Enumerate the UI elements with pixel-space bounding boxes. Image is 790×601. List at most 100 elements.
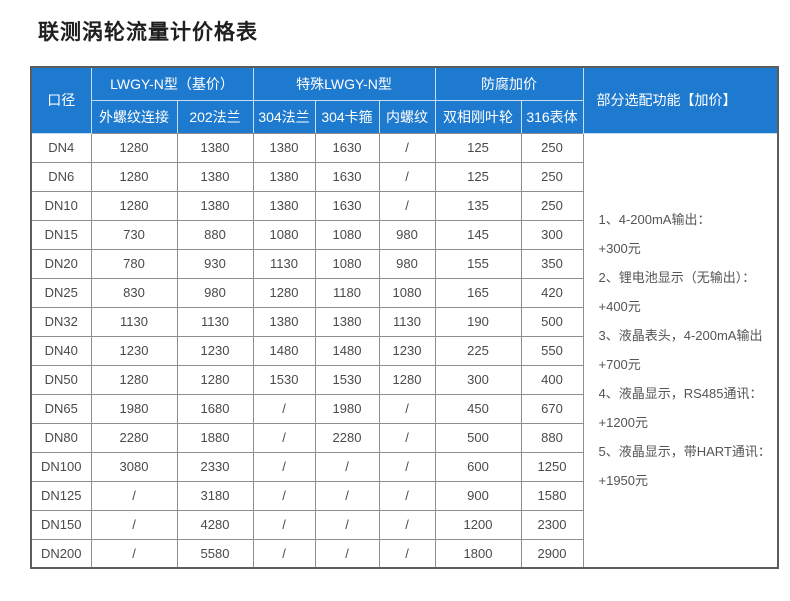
table-row: DN20 780 930 1130 1080 980 155 350 (30, 248, 778, 279)
price-cell: 670 (520, 393, 584, 424)
price-cell: / (90, 480, 178, 511)
table-row: DN65 1980 1680/1980/450 670 (30, 393, 778, 424)
price-cell: 500 (520, 306, 584, 337)
price-cell: 1480 (314, 335, 380, 366)
header-sub-304-flange: 304法兰 (252, 99, 316, 134)
header-sub-202-flange: 202法兰 (176, 99, 254, 134)
price-cell: / (378, 190, 436, 221)
diameter-cell: DN80 (30, 422, 92, 453)
price-table: 口径 LWGY-N型（基价） 特殊LWGY-N型 防腐加价 部分选配功能【加价】… (30, 66, 779, 569)
price-cell: / (314, 480, 380, 511)
price-cell: 1380 (176, 190, 254, 221)
table-row: DN80 2280 1880/2280/500 880 (30, 422, 778, 453)
price-cell: / (378, 538, 436, 569)
price-cell: 1130 (176, 306, 254, 337)
price-cell: 450 (434, 393, 522, 424)
price-cell: / (314, 451, 380, 482)
price-cell: 900 (434, 480, 522, 511)
price-cell: 1480 (252, 335, 316, 366)
price-cell: 1380 (176, 132, 254, 163)
table-row: DN100 3080 2330///600 1250 (30, 451, 778, 482)
header-sub-316-body: 316表体 (520, 99, 584, 134)
options-notes-cell: 1、4-200mA输出： +300元 2、锂电池显示（无输出）： +400元 3、液晶表… (582, 132, 779, 569)
diameter-cell: DN50 (30, 364, 92, 395)
price-cell: 1250 (520, 451, 584, 482)
price-cell: 1980 (90, 393, 178, 424)
table-row: DN32 1130 1130 1380 1380 1130 190 500 (30, 306, 778, 337)
price-cell: 190 (434, 306, 522, 337)
table-row: DN200/5580///1800 2900 (30, 538, 778, 569)
price-cell: 1080 (314, 248, 380, 279)
note-line: 2、锂电池显示（无输出）： (598, 270, 756, 286)
price-cell: 500 (434, 422, 522, 453)
price-cell: 1080 (314, 219, 380, 250)
price-cell: 300 (520, 219, 584, 250)
header-group-special: 特殊LWGY-N型 (252, 66, 436, 101)
diameter-cell: DN15 (30, 219, 92, 250)
price-cell: 1380 (252, 306, 316, 337)
price-cell: 145 (434, 219, 522, 250)
price-cell: 420 (520, 277, 584, 308)
diameter-cell: DN25 (30, 277, 92, 308)
header-sub-duplex-impeller: 双相刚叶轮 (434, 99, 522, 134)
header-group-base: LWGY-N型（基价） (90, 66, 254, 101)
note-line: +700元 (598, 357, 641, 373)
page-title: 联测涡轮流量计价格表 (38, 21, 258, 44)
note-line: +1950元 (598, 473, 649, 489)
price-cell: 1130 (90, 306, 178, 337)
price-cell: 2280 (90, 422, 178, 453)
table-row: DN4 1280 1380 1380 1630/125 250 1、4-200mA输出： +3… (30, 132, 779, 569)
price-cell: 1380 (252, 161, 316, 192)
price-cell: / (314, 509, 380, 540)
header-options: 部分选配功能【加价】 (582, 66, 779, 134)
price-cell: 5580 (176, 538, 254, 569)
price-cell: 1580 (520, 480, 584, 511)
price-cell: 350 (520, 248, 584, 279)
price-cell: 550 (520, 335, 584, 366)
price-cell: 250 (520, 161, 584, 192)
price-cell: / (252, 538, 316, 569)
price-cell: 250 (520, 190, 584, 221)
header-sub-internal-thread: 内螺纹 (378, 99, 436, 134)
price-cell: 1380 (314, 306, 380, 337)
note-line: +300元 (598, 241, 641, 257)
price-cell: 1530 (252, 364, 316, 395)
table-row: DN10 1280 1380 1380 1630/135 250 (30, 190, 778, 221)
price-cell: 1130 (378, 306, 436, 337)
price-cell: 1280 (176, 364, 254, 395)
diameter-cell: DN125 (30, 480, 92, 511)
price-cell: / (90, 538, 178, 569)
price-cell: 1080 (252, 219, 316, 250)
table-row: DN40 1230 1230 1480 1480 1230 225 550 (30, 335, 778, 366)
price-cell: / (252, 509, 316, 540)
price-cell: 780 (90, 248, 178, 279)
price-cell: 980 (378, 248, 436, 279)
price-cell: 2300 (520, 509, 584, 540)
price-cell: 1280 (90, 161, 178, 192)
price-cell: 930 (176, 248, 254, 279)
price-cell: 1380 (252, 190, 316, 221)
note-line: 5、液晶显示，带HART通讯： (598, 444, 771, 460)
price-cell: 1230 (90, 335, 178, 366)
price-cell: 1880 (176, 422, 254, 453)
price-cell: 980 (176, 277, 254, 308)
price-cell: 1230 (378, 335, 436, 366)
diameter-cell: DN10 (30, 190, 92, 221)
diameter-cell: DN6 (30, 161, 92, 192)
price-cell: 1280 (378, 364, 436, 395)
price-cell: 2900 (520, 538, 584, 569)
price-cell: 155 (434, 248, 522, 279)
price-cell: 125 (434, 161, 522, 192)
price-cell: 3180 (176, 480, 254, 511)
diameter-cell: DN200 (30, 538, 92, 569)
price-cell: / (378, 480, 436, 511)
price-cell: 125 (434, 132, 522, 163)
price-cell: 830 (90, 277, 178, 308)
price-cell: 880 (176, 219, 254, 250)
note-line: +400元 (598, 299, 641, 315)
price-cell: 1800 (434, 538, 522, 569)
price-cell: / (378, 509, 436, 540)
price-cell: 1980 (314, 393, 380, 424)
price-cell: 1380 (176, 161, 254, 192)
price-cell: / (378, 393, 436, 424)
